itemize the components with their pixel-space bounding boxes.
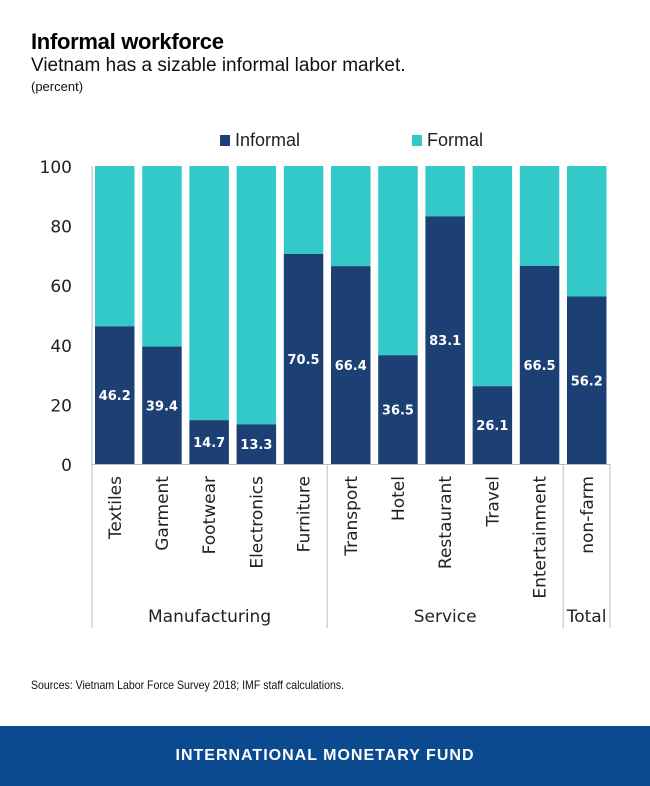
x-tick-label: Furniture [295, 476, 315, 552]
x-tick-label: Electronics [247, 476, 267, 569]
data-label: 26.1 [476, 419, 508, 434]
legend-label-informal: Informal [235, 130, 301, 150]
chart-subtitle: Vietnam has a sizable informal labor mar… [31, 55, 406, 76]
x-tick-label: Entertainment [531, 476, 551, 599]
legend-label-formal: Formal [427, 130, 484, 150]
data-label: 66.5 [524, 359, 556, 374]
data-label: 39.4 [146, 399, 178, 414]
bar-informal [283, 253, 324, 464]
x-tick-label: non-farm [578, 476, 598, 554]
bar-formal [425, 166, 465, 217]
y-tick-label: 80 [50, 218, 72, 238]
data-label: 13.3 [240, 438, 272, 453]
legend-item-formal: Formal [412, 130, 483, 151]
bar-formal [95, 166, 135, 327]
y-tick-label: 20 [50, 396, 72, 416]
bar-informal [189, 420, 229, 464]
stacked-bar-chart: 0 20 40 60 80 100 46.2 Textiles 39.4 Garment 14.7 F… [40, 158, 611, 628]
x-tick-label: Textiles [106, 476, 126, 540]
group-label: Total [566, 607, 607, 627]
group-label: Service [414, 607, 477, 627]
footer-banner: INTERNATIONAL MONETARY FUND [0, 726, 650, 786]
bar-formal [283, 166, 324, 254]
bar-informal [519, 265, 560, 464]
x-tick-label: Restaurant [436, 476, 456, 569]
bar-formal [142, 166, 182, 347]
chart-units: (percent) [31, 79, 84, 94]
bar-formal [519, 166, 560, 266]
data-label: 66.4 [335, 359, 367, 374]
group-label: Manufacturing [148, 607, 271, 627]
bar-formal [236, 166, 277, 425]
data-label: 56.2 [571, 374, 603, 389]
x-tick-label: Garment [153, 476, 173, 551]
bar-informal [142, 346, 182, 464]
x-tick-label: Transport [342, 476, 362, 557]
y-tick-label: 0 [61, 456, 72, 476]
footer-label: INTERNATIONAL MONETARY FUND [175, 747, 475, 764]
bar-informal [567, 296, 607, 464]
y-tick-label: 60 [50, 277, 72, 297]
source-note: Sources: Vietnam Labor Force Survey 2018… [31, 678, 345, 692]
data-label: 83.1 [429, 334, 461, 349]
bar-informal [378, 355, 418, 464]
legend-swatch-formal [412, 135, 422, 146]
bar-formal [331, 166, 371, 267]
legend-swatch-informal [220, 135, 230, 146]
y-tick-label: 100 [40, 158, 72, 178]
data-label: 70.5 [288, 353, 320, 368]
x-tick-label: Travel [483, 476, 503, 528]
data-label: 46.2 [99, 389, 131, 404]
bar-formal [567, 166, 607, 297]
bar-informal [425, 216, 465, 464]
bar-informal [331, 266, 371, 464]
data-label: 14.7 [193, 436, 225, 451]
chart-title: Informal workforce [31, 29, 224, 54]
y-tick-label: 40 [50, 337, 72, 357]
bar-formal [472, 166, 513, 387]
bar-informal [95, 326, 135, 464]
legend-item-informal: Informal [220, 130, 300, 151]
bar-formal [378, 166, 418, 356]
bar-informal [472, 386, 513, 464]
x-tick-label: Hotel [389, 476, 409, 521]
bar-informal [236, 424, 277, 464]
x-tick-label: Footwear [200, 476, 220, 554]
data-label: 36.5 [382, 404, 414, 419]
bar-formal [189, 166, 229, 421]
